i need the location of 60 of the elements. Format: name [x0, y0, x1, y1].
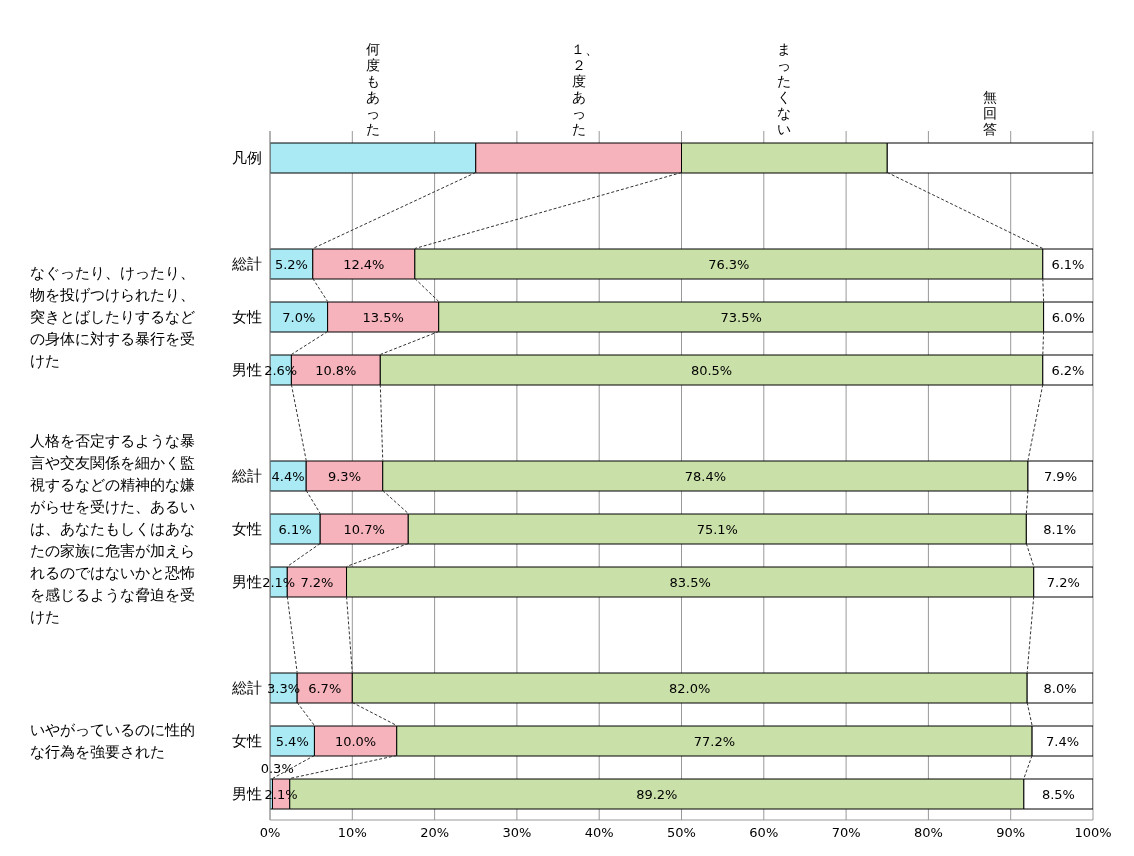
y-tick-label: 女性: [232, 731, 262, 750]
data-label: 8.5%: [1041, 787, 1075, 802]
y-tick-label: 総計: [231, 678, 262, 697]
data-label: 5.2%: [274, 257, 308, 272]
x-tick-label: 10%: [337, 825, 367, 841]
data-label: 80.5%: [690, 363, 733, 378]
y-tick-label: 男性: [232, 784, 262, 803]
data-label: 8.1%: [1043, 522, 1077, 537]
x-tick-label: 0%: [259, 825, 281, 841]
y-tick-label: 男性: [232, 572, 262, 591]
data-label: 8.0%: [1043, 681, 1077, 696]
data-label: 78.4%: [684, 469, 727, 484]
series-label: 無回答: [982, 88, 998, 137]
x-tick-label: 50%: [667, 825, 696, 841]
x-tick-label: 40%: [584, 825, 614, 841]
y-tick-label: 女性: [232, 519, 262, 538]
data-label: 0.3%: [260, 761, 294, 776]
data-label: 82.0%: [669, 681, 711, 696]
x-tick-label: 20%: [420, 825, 450, 841]
data-label: 13.5%: [362, 310, 404, 325]
data-label: 83.5%: [669, 575, 711, 590]
y-tick-label: 凡例: [232, 148, 262, 167]
data-label: 10.0%: [334, 734, 377, 749]
series-label: 何度もあった: [365, 40, 381, 137]
data-label: 76.3%: [708, 257, 750, 272]
x-tick-label: 100%: [1074, 825, 1112, 841]
x-tick-label: 80%: [913, 825, 943, 841]
text: 人格を否定するような暴言や交友関係を細かく監視するなどの精神的な嫌がらせを受けた、あるいは、あなたもしくはあなたの家族に危害が加えられるのではないかと恐怖を感じるような脅迫を受けた: [30, 431, 195, 626]
data-label: 6.7%: [308, 681, 342, 696]
data-label: 9.3%: [327, 469, 361, 484]
data-label: 12.4%: [343, 257, 385, 272]
y-tick-label: 女性: [232, 307, 262, 326]
data-label: 77.2%: [693, 734, 736, 749]
data-label: 7.2%: [1046, 575, 1080, 590]
data-label: 10.8%: [315, 363, 357, 378]
x-tick-label: 30%: [502, 825, 532, 841]
y-tick-label: 総計: [231, 254, 262, 273]
x-tick-label: 90%: [996, 825, 1026, 841]
data-label: 73.5%: [720, 310, 762, 325]
data-label: 75.1%: [696, 522, 738, 537]
text: なぐったり、けったり、物を投げつけられたり、突きとばしたりするなどの身体に対する暴行を受けた: [30, 262, 196, 372]
data-label: 6.2%: [1051, 363, 1085, 378]
data-label: 89.2%: [636, 787, 678, 802]
y-tick-label: 総計: [231, 466, 262, 485]
data-label: 7.9%: [1043, 469, 1078, 484]
series-label: １、２度あった: [571, 40, 600, 137]
data-label: 6.0%: [1051, 310, 1085, 325]
series-label: まったくない: [776, 40, 792, 137]
data-label: 6.1%: [278, 522, 312, 537]
data-label: 4.4%: [271, 469, 305, 484]
text: いやがっているのに性的な行為を強要された: [30, 719, 196, 763]
data-label: 10.7%: [343, 522, 385, 537]
data-label: 7.4%: [1046, 734, 1080, 749]
data-label: 5.4%: [275, 734, 309, 749]
data-label: 7.2%: [300, 575, 334, 590]
x-tick-label: 70%: [831, 825, 861, 841]
x-tick-label: 60%: [749, 825, 779, 841]
data-label: 7.0%: [282, 310, 316, 325]
y-tick-label: 男性: [232, 360, 262, 379]
data-label: 6.1%: [1051, 257, 1085, 272]
